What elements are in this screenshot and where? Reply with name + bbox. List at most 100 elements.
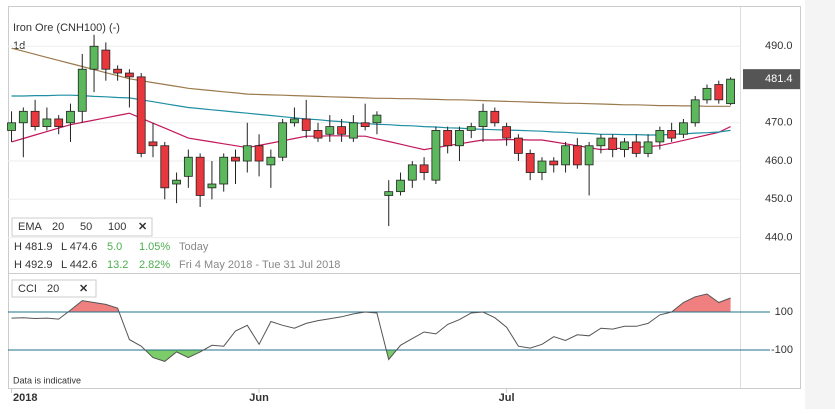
candle-body — [290, 118, 299, 124]
candle-body — [702, 87, 712, 101]
close-icon[interactable]: ✕ — [138, 221, 147, 233]
candle-body — [620, 141, 629, 150]
cci-period: 20 — [47, 283, 59, 295]
chart-title: Iron Ore (CNH100) (-) — [13, 22, 120, 34]
cci-tick-label: 100 — [775, 306, 793, 318]
candle-body — [726, 78, 735, 105]
candle-body — [7, 122, 16, 131]
x-tick-label: Jun — [249, 392, 269, 404]
close-icon[interactable]: ✕ — [79, 283, 88, 295]
candle-body — [407, 164, 417, 181]
candle-body — [478, 110, 488, 128]
candle-body — [42, 118, 52, 128]
candle-body — [266, 156, 276, 166]
last-price-box — [743, 69, 800, 90]
info-text: Today — [179, 241, 209, 253]
candle-body — [537, 160, 547, 173]
candle-body — [490, 110, 500, 124]
candle-body — [195, 156, 205, 196]
candle-body — [655, 130, 665, 143]
cci-label: CCI — [18, 283, 37, 295]
candle-body — [313, 130, 323, 139]
candle-body — [125, 72, 134, 78]
candle-body — [231, 156, 240, 162]
cci-legend-box — [11, 279, 97, 298]
note: Data is indicative — [13, 375, 81, 385]
candle-body — [549, 160, 559, 166]
info-text: 5.0 — [107, 241, 122, 253]
candle-body — [337, 126, 346, 135]
candle-body — [172, 179, 181, 185]
info-text: Fri 4 May 2018 - Tue 31 Jul 2018 — [179, 259, 340, 271]
candle-body — [455, 130, 464, 147]
ema-line — [11, 47, 731, 107]
frame — [8, 6, 801, 389]
candle-body — [608, 137, 618, 150]
x-tick-label: 2018 — [13, 392, 37, 404]
candle-body — [325, 126, 335, 135]
legend-entry: 100 — [108, 221, 126, 233]
candle-body — [513, 137, 523, 154]
ema-line — [11, 94, 731, 136]
cci-line — [11, 293, 731, 362]
y-tick-label: 460.0 — [765, 155, 793, 167]
candle-body — [360, 122, 370, 128]
candle-body — [419, 164, 429, 173]
info-text: H 481.9 — [14, 241, 53, 253]
info-text: L 474.6 — [61, 241, 97, 253]
candle-body — [431, 130, 441, 181]
candle-body — [502, 126, 512, 139]
candle-body — [643, 141, 653, 154]
info-text: 13.2 — [107, 259, 128, 271]
candle-body — [690, 99, 700, 124]
candle-body — [679, 122, 688, 135]
candle-body — [384, 191, 394, 196]
candle-body — [89, 45, 99, 70]
info-text: 2.82% — [139, 259, 170, 271]
candle-body — [572, 145, 582, 166]
candle-body — [561, 145, 570, 166]
candle-body — [278, 122, 288, 158]
candle-body — [254, 145, 264, 162]
candle-body — [160, 145, 170, 189]
candle-body — [596, 137, 606, 147]
candle-body — [348, 122, 358, 139]
cci-oversold-fill — [11, 350, 731, 362]
legend-entry: 50 — [80, 221, 92, 233]
candle-body — [443, 130, 453, 147]
ema-label: EMA — [18, 221, 43, 233]
candle-body — [631, 141, 641, 154]
candle-body — [466, 126, 476, 131]
last-price-label: 481.4 — [765, 73, 793, 85]
candle-body — [525, 152, 535, 173]
ema-legend-box — [11, 217, 153, 237]
cci-tick-label: -100 — [771, 344, 793, 356]
candle-body — [30, 110, 40, 128]
candle-body — [54, 118, 64, 128]
candle-body — [77, 68, 87, 112]
candle-body — [667, 130, 677, 139]
y-tick-label: 490.0 — [765, 40, 793, 52]
candle-body — [101, 49, 111, 70]
scroll-area — [805, 0, 835, 409]
candle-body — [396, 179, 405, 193]
candle-body — [372, 114, 382, 124]
candle-body — [584, 145, 594, 166]
y-tick-label: 470.0 — [765, 117, 793, 129]
candle-body — [242, 145, 252, 162]
info-text: 1.05% — [139, 241, 170, 253]
candle-body — [136, 76, 146, 154]
legend-entry: 20 — [52, 221, 64, 233]
y-tick-label: 450.0 — [765, 193, 793, 205]
candle-body — [113, 68, 123, 74]
candle-body — [301, 118, 311, 131]
candle-body — [207, 183, 217, 189]
candle-body — [66, 110, 75, 124]
candle-body — [148, 141, 158, 147]
candle-body — [18, 110, 28, 124]
candle-body — [219, 156, 229, 185]
info-text: H 492.9 — [14, 259, 53, 271]
candle-body — [183, 156, 193, 177]
candle-body — [714, 84, 724, 101]
